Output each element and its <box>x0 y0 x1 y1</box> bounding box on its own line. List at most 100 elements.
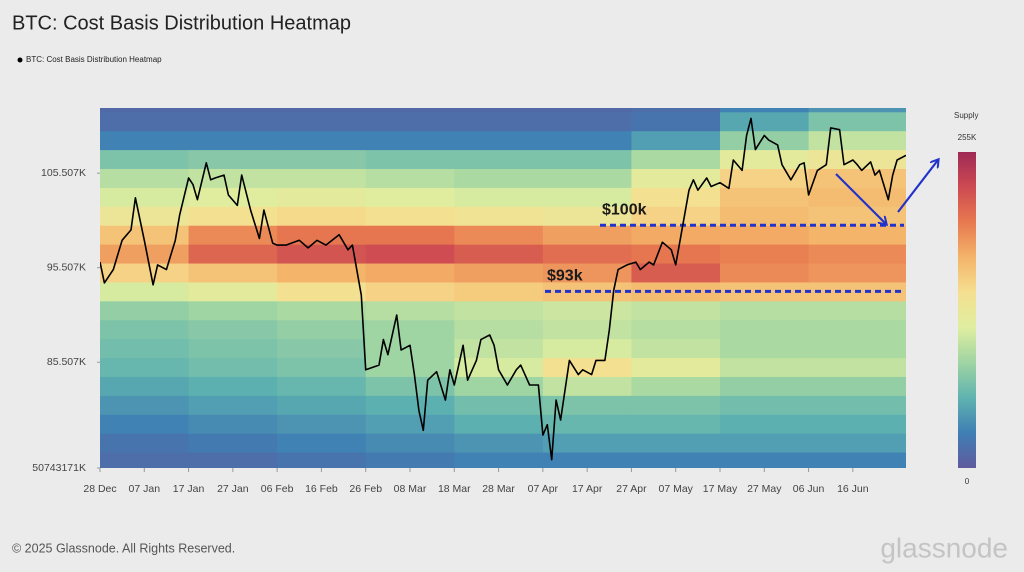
heat-cell <box>277 357 367 377</box>
heat-cell <box>720 111 810 132</box>
x-tick-label: 27 May <box>747 483 782 495</box>
heat-cell <box>542 168 632 188</box>
heat-cell <box>454 376 544 396</box>
logo: glassnode <box>880 532 1008 563</box>
heat-cell <box>454 414 544 434</box>
heat-cell <box>100 206 190 226</box>
heat-cell <box>100 263 190 283</box>
down-arrow <box>835 173 886 224</box>
heat-cell <box>365 452 455 468</box>
heat-cell <box>188 168 278 188</box>
heat-cell <box>188 130 278 151</box>
heat-cell <box>277 130 367 151</box>
heat-cell <box>454 263 544 283</box>
heat-cell <box>100 168 190 188</box>
heat-cell <box>631 357 721 377</box>
heat-cell <box>808 376 906 396</box>
heat-cell <box>542 111 632 132</box>
x-tick-label: 06 Jun <box>793 483 825 495</box>
heat-cell <box>808 414 906 434</box>
x-tick-label: 27 Apr <box>616 483 647 495</box>
heat-cell <box>100 414 190 434</box>
heat-cell <box>631 300 721 321</box>
heat-cell <box>365 149 455 169</box>
heat-cell <box>542 433 632 453</box>
heat-cell <box>100 244 190 264</box>
heat-cell <box>277 395 367 415</box>
heat-cell <box>365 433 455 453</box>
heat-cell <box>808 395 906 415</box>
heat-cell <box>100 338 190 359</box>
heat-cell <box>720 357 810 377</box>
heat-cell <box>365 130 455 151</box>
x-tick-label: 06 Feb <box>261 483 294 495</box>
heat-cell <box>720 452 810 468</box>
heat-cell <box>454 338 544 359</box>
heat-cell <box>365 111 455 132</box>
heat-cell <box>100 187 190 207</box>
heat-cell <box>277 376 367 396</box>
x-tick-label: 26 Feb <box>349 483 382 495</box>
up-arrow <box>897 160 938 213</box>
heat-cell <box>542 452 632 468</box>
heat-cell <box>277 452 367 468</box>
y-tick-label: 50743171K <box>32 462 86 474</box>
heat-cell <box>808 433 906 453</box>
legend-label: BTC: Cost Basis Distribution Heatmap <box>26 55 162 64</box>
heat-cell <box>188 319 278 340</box>
heat-cell <box>454 111 544 132</box>
heat-cell <box>277 281 367 302</box>
legend-swatch <box>17 57 23 63</box>
heat-cell <box>188 108 278 113</box>
colorbar-tick-label: 255K <box>958 133 977 142</box>
footer: © 2025 Glassnode. All Rights Reserved. <box>12 541 235 555</box>
heat-cell <box>100 376 190 396</box>
heat-cell <box>454 108 544 113</box>
heat-cell <box>188 414 278 434</box>
x-tick-label: 07 May <box>658 483 693 495</box>
heat-cell <box>542 319 632 340</box>
heat-cell <box>808 452 906 468</box>
y-tick-label: 105.507K <box>41 167 86 179</box>
colorbar <box>958 152 976 468</box>
heat-cell <box>365 225 455 245</box>
heat-cell <box>454 433 544 453</box>
heat-cell <box>631 168 721 188</box>
heat-cell <box>720 395 810 415</box>
heat-cell <box>808 206 906 226</box>
heat-cell <box>277 244 367 264</box>
heat-cell <box>188 111 278 132</box>
heat-cell <box>188 376 278 396</box>
x-tick-label: 27 Jan <box>217 483 249 495</box>
heat-cell <box>188 281 278 302</box>
heat-cell <box>720 263 810 283</box>
heat-cell <box>365 414 455 434</box>
heat-cell <box>100 111 190 132</box>
y-tick-label: 95.507K <box>47 261 86 273</box>
heat-cell <box>277 414 367 434</box>
heat-cell <box>188 338 278 359</box>
heat-cell <box>277 263 367 283</box>
heat-cell <box>454 149 544 169</box>
heat-cell <box>808 319 906 340</box>
heat-cell <box>277 225 367 245</box>
annotation-label: $100k <box>602 201 647 218</box>
heat-cell <box>188 263 278 283</box>
heat-cell <box>720 300 810 321</box>
heat-cell <box>188 206 278 226</box>
x-tick-label: 16 Jun <box>837 483 869 495</box>
x-tick-label: 17 May <box>703 483 738 495</box>
heat-cell <box>631 206 721 226</box>
heat-cell <box>808 263 906 283</box>
heat-cell <box>454 206 544 226</box>
heat-cell <box>720 130 810 151</box>
heat-cell <box>631 452 721 468</box>
heat-cell <box>277 300 367 321</box>
heat-cell <box>188 300 278 321</box>
heat-cell <box>100 357 190 377</box>
heat-cell <box>542 206 632 226</box>
heat-cell <box>365 357 455 377</box>
heat-cell <box>542 108 632 113</box>
heat-cell <box>277 149 367 169</box>
heat-cell <box>454 244 544 264</box>
